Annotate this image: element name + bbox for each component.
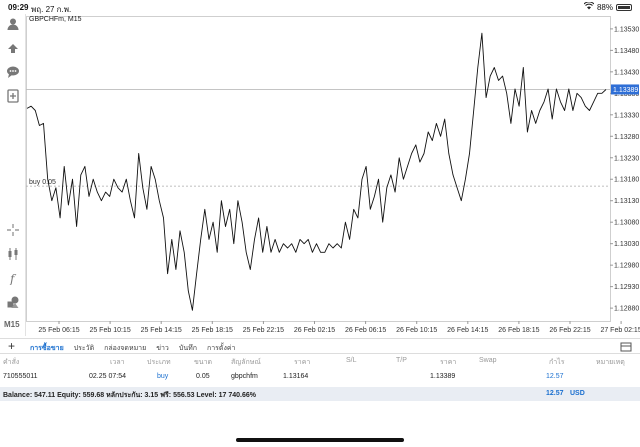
balance-bar: Balance: 547.11 Equity: 559.68 หลักประกั… xyxy=(0,387,640,401)
y-tick-label: 1.13230 xyxy=(614,155,639,162)
order-line-label: buy 0.05 xyxy=(29,179,56,186)
timeframe-button[interactable]: M15 xyxy=(4,320,20,329)
x-tick-label: 25 Feb 18:15 xyxy=(192,327,233,334)
y-tick-label: 1.13130 xyxy=(614,198,639,205)
col-tp: T/P xyxy=(396,357,407,364)
order-size: 0.05 xyxy=(196,373,210,380)
col-sl: S/L xyxy=(346,357,357,364)
battery-percent: 88% xyxy=(596,2,613,12)
tab-1[interactable]: ประวัติ xyxy=(73,345,95,352)
y-tick-label: 1.13430 xyxy=(614,69,639,76)
wifi-icon xyxy=(583,1,595,12)
status-right: 88% xyxy=(583,1,632,12)
col-price: ราคา xyxy=(294,359,311,366)
col-comment: หมายเหตุ xyxy=(596,359,625,366)
y-tick-label: 1.13530 xyxy=(614,26,639,33)
price-series-line xyxy=(26,32,607,311)
x-tick-label: 26 Feb 22:15 xyxy=(549,327,590,334)
tab-4[interactable]: บันทึก xyxy=(178,345,197,352)
tab-0[interactable]: การซื้อขาย xyxy=(30,345,64,352)
chart-symbol-label: GBPCHFm, M15 xyxy=(29,16,82,23)
y-tick-label: 1.12980 xyxy=(614,263,639,270)
new-order-icon[interactable] xyxy=(5,88,21,104)
x-tick-label: 26 Feb 10:15 xyxy=(396,327,437,334)
col-type: ประเภท xyxy=(147,359,171,366)
order-type: buy xyxy=(157,373,169,380)
x-tick-label: 26 Feb 02:15 xyxy=(294,327,335,334)
col-order: คำสั่ง xyxy=(3,359,20,366)
y-tick-label: 1.13180 xyxy=(614,177,639,184)
terminal-tabs: การซื้อขาย ประวัติ กล่องจดหมาย ข่าว บันทึก กา… xyxy=(30,343,235,354)
y-tick-label: 1.13030 xyxy=(614,241,639,248)
home-indicator xyxy=(236,438,404,442)
order-time: 02.25 07:54 xyxy=(89,373,126,380)
candlestick-icon[interactable] xyxy=(5,246,21,262)
objects-icon[interactable] xyxy=(5,294,21,310)
y-tick-label: 1.12930 xyxy=(614,284,639,291)
tab-5[interactable]: การตั้งค่า xyxy=(206,345,236,352)
order-profit: 12.57 xyxy=(546,373,564,380)
order-id: 710555011 xyxy=(3,373,38,380)
col-profit: กำไร xyxy=(549,359,565,366)
col-swap: Swap xyxy=(479,357,497,364)
status-bar: 09:29 พฤ. 27 ก.พ. 88% xyxy=(0,0,640,14)
col-symbol: สัญลักษณ์ xyxy=(231,359,261,366)
current-price-tag xyxy=(611,84,639,95)
current-price-label: 1.13389 xyxy=(613,87,638,94)
orders-table-header: คำสั่ง เวลา ประเภท ขนาด สัญลักษณ์ ราคา S… xyxy=(0,357,640,369)
y-tick-label: 1.13080 xyxy=(614,220,639,227)
expand-panel-icon[interactable] xyxy=(620,341,632,353)
col-size: ขนาด xyxy=(194,359,213,366)
x-tick-label: 27 Feb 02:15 xyxy=(600,327,640,334)
balance-summary: Balance: 547.11 Equity: 559.68 หลักประกั… xyxy=(3,392,256,399)
account-currency: USD xyxy=(570,390,585,397)
tab-3[interactable]: ข่าว xyxy=(156,345,169,352)
y-tick-label: 1.12880 xyxy=(614,306,639,313)
chat-icon[interactable] xyxy=(5,64,21,80)
col-time: เวลา xyxy=(110,359,125,366)
plot-frame xyxy=(26,16,611,322)
status-time: 09:29 xyxy=(8,3,29,12)
indicator-icon[interactable]: f xyxy=(5,270,21,286)
x-tick-label: 26 Feb 06:15 xyxy=(345,327,386,334)
tab-2[interactable]: กล่องจดหมาย xyxy=(104,345,147,352)
terminal-tabbar: + การซื้อขาย ประวัติ กล่องจดหมาย ข่าว บันทึก… xyxy=(0,338,640,354)
x-tick-label: 25 Feb 14:15 xyxy=(141,327,182,334)
order-open-price: 1.13164 xyxy=(283,373,309,380)
order-current-price: 1.13389 xyxy=(430,373,456,380)
battery-icon xyxy=(616,3,632,11)
x-tick-label: 25 Feb 22:15 xyxy=(243,327,284,334)
order-symbol: gbpchfm xyxy=(231,373,258,380)
y-tick-label: 1.13480 xyxy=(614,48,639,55)
svg-text:f: f xyxy=(9,272,17,285)
y-tick-label: 1.13280 xyxy=(614,134,639,141)
chart-canvas[interactable]: 1.135301.134801.134301.133801.133301.132… xyxy=(26,14,640,336)
price-chart[interactable]: 1.135301.134801.134301.133801.133301.132… xyxy=(26,14,640,336)
left-toolbar: f M15 xyxy=(0,14,26,336)
x-tick-label: 26 Feb 14:15 xyxy=(447,327,488,334)
status-date: พฤ. 27 ก.พ. xyxy=(31,5,72,14)
col-price2: ราคา xyxy=(440,359,457,366)
total-profit: 12.57 xyxy=(546,390,564,397)
x-tick-label: 25 Feb 10:15 xyxy=(89,327,130,334)
trade-icon[interactable] xyxy=(5,40,21,56)
account-icon[interactable] xyxy=(5,16,21,32)
table-row[interactable]: 710555011 02.25 07:54 buy 0.05 gbpchfm 1… xyxy=(0,373,640,385)
x-tick-label: 25 Feb 06:15 xyxy=(38,327,79,334)
y-tick-label: 1.13330 xyxy=(614,112,639,119)
crosshair-icon[interactable] xyxy=(5,222,21,238)
add-icon[interactable]: + xyxy=(8,339,16,353)
x-tick-label: 26 Feb 18:15 xyxy=(498,327,539,334)
